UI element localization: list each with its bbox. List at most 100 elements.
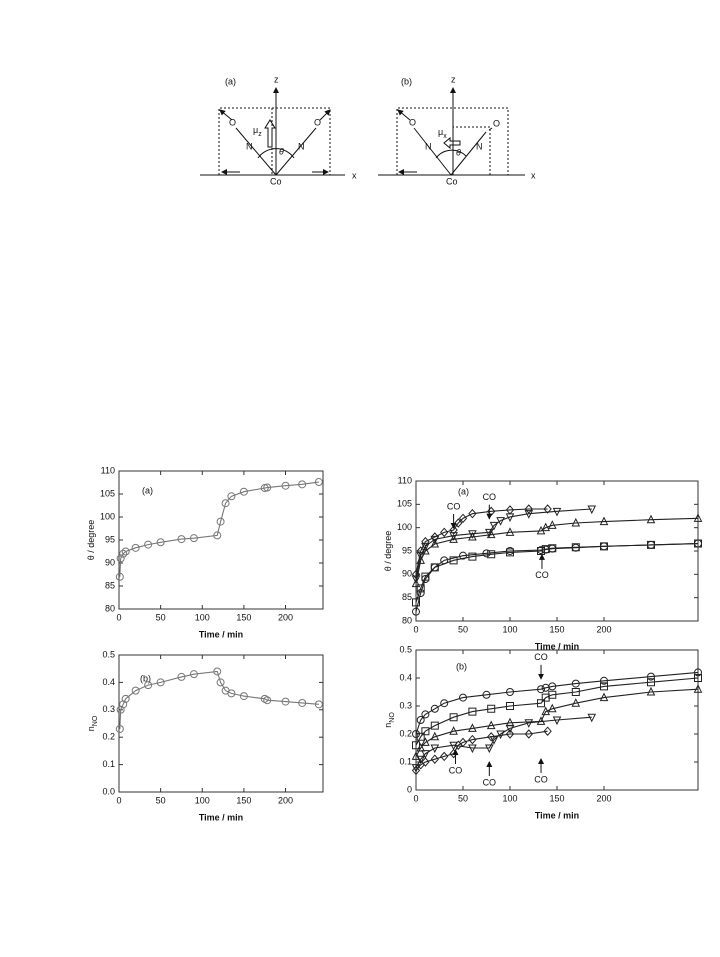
y-tick-label: 80: [105, 603, 115, 613]
point: [647, 678, 655, 687]
panel-label: (b): [401, 76, 412, 86]
point: [430, 535, 440, 545]
dipole: [397, 109, 411, 121]
point: [454, 518, 463, 528]
point: [693, 684, 703, 693]
x-tick-label: 100: [195, 795, 210, 805]
point: [468, 723, 477, 732]
y-tick-label: 85: [105, 580, 115, 590]
y-axis-label-main: θ / degree: [383, 531, 393, 572]
axis-label: z: [274, 74, 279, 84]
point: [458, 513, 468, 524]
point: [543, 726, 552, 736]
y-tick-label: 0.1: [399, 756, 412, 766]
point: [548, 690, 557, 699]
point: [156, 538, 165, 547]
point: [449, 556, 458, 565]
x-tick-label: 0: [413, 793, 418, 803]
atom: Co: [270, 176, 282, 186]
point: [482, 549, 491, 558]
x-tick-label: 100: [502, 793, 517, 803]
series-line: [415, 517, 699, 584]
y-tick-label: 90: [402, 569, 412, 579]
y-tick-label: 95: [402, 545, 412, 555]
point: [449, 534, 458, 543]
point: [506, 548, 514, 557]
axis-label: x: [352, 170, 357, 180]
atom: Co: [446, 176, 458, 186]
x-tick-label: 150: [236, 612, 251, 622]
point: [430, 563, 439, 572]
point: [263, 696, 272, 705]
y-tick-label: 100: [100, 511, 115, 521]
point: [541, 706, 551, 716]
point: [468, 530, 477, 539]
mu-arrow: [443, 136, 461, 150]
point: [416, 742, 426, 752]
point: [314, 700, 323, 709]
y-axis-label-main: n: [383, 723, 393, 728]
x-tick-label: 0: [413, 624, 418, 634]
angle: θ: [279, 146, 284, 156]
annotation: CO: [483, 777, 497, 787]
y-tick-label: 0.5: [102, 649, 115, 659]
point: [440, 751, 449, 762]
point: [411, 575, 421, 585]
point: [694, 674, 702, 682]
angle-arc: [257, 148, 295, 159]
y-tick-label: 0.3: [102, 704, 115, 714]
point: [694, 668, 702, 677]
atom: N: [298, 141, 305, 151]
point: [116, 554, 125, 563]
point: [440, 699, 449, 708]
x-tick-label: 150: [236, 795, 251, 805]
point: [298, 698, 307, 707]
point: [281, 697, 290, 706]
point: [430, 731, 440, 741]
mu: μ: [253, 125, 258, 135]
point: [524, 719, 534, 728]
point: [131, 686, 140, 695]
point: [239, 487, 248, 496]
dipole: [219, 109, 233, 121]
point: [213, 667, 222, 676]
projection: [218, 107, 331, 175]
point: [281, 481, 290, 490]
diagram-b: (b) z x O O N N Co μx θ: [378, 74, 536, 186]
mu-sub: x: [443, 133, 447, 140]
x-tick-label: 100: [195, 612, 210, 622]
point: [646, 514, 656, 524]
panel-label: (a): [142, 485, 153, 495]
point: [421, 545, 430, 555]
atom: O: [493, 118, 500, 128]
y-tick-label: 85: [402, 592, 412, 602]
point: [430, 754, 439, 764]
point: [119, 549, 128, 558]
point: [314, 478, 323, 487]
point: [548, 682, 557, 691]
point: [468, 707, 477, 716]
x-tick-label: 50: [458, 624, 468, 634]
panel-label: (a): [225, 76, 236, 86]
dipole: [319, 109, 331, 121]
point: [177, 672, 186, 681]
series-line: [415, 716, 592, 768]
y-tick-label: 0: [407, 784, 412, 794]
point: [543, 504, 552, 514]
projection: [453, 126, 491, 175]
point: [541, 693, 550, 702]
series-line: [415, 688, 699, 757]
point: [571, 543, 580, 552]
point: [449, 726, 458, 735]
point: [600, 682, 608, 691]
point: [411, 765, 421, 776]
plot-frame: [118, 654, 324, 793]
mu-sub: z: [258, 131, 262, 138]
x-axis-label: Time / min: [535, 810, 579, 820]
series-line: [415, 542, 699, 612]
point: [647, 672, 655, 681]
point: [430, 721, 439, 730]
point: [489, 521, 499, 531]
panel-label: (b): [456, 661, 467, 671]
